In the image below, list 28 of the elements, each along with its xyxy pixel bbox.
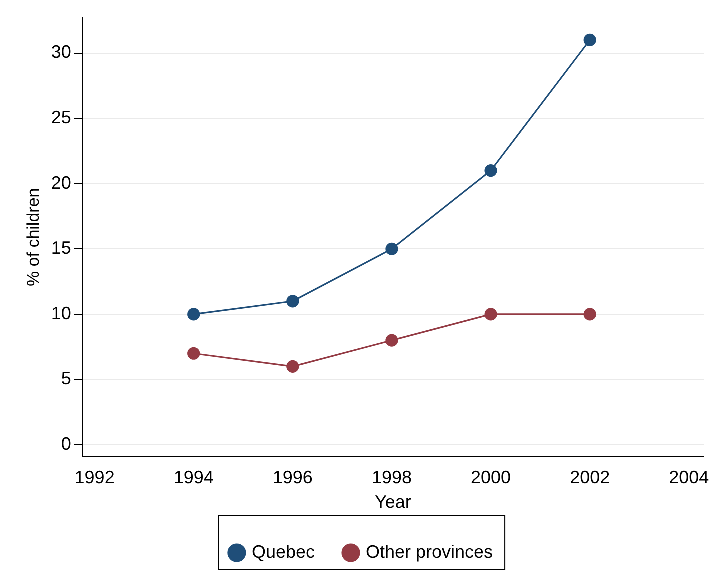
x-tick-label: 1992	[74, 468, 115, 488]
y-tick-label: 10	[51, 303, 72, 324]
point	[286, 295, 300, 308]
point	[484, 308, 498, 321]
legend-label: Quebec	[252, 542, 315, 562]
y-axis-title: % of children	[24, 188, 43, 287]
x-tick-label: 1996	[272, 468, 313, 488]
y-tick-label: 5	[61, 368, 72, 389]
y-tick-label: 15	[51, 238, 72, 258]
point	[386, 334, 398, 347]
x-tick-label: 2002	[570, 468, 610, 488]
y-tick-label: 20	[51, 172, 72, 193]
x-axis-title: Year	[375, 492, 412, 512]
point	[286, 360, 300, 373]
legend-label: Other provinces	[366, 542, 494, 562]
y-tick-label: 0	[61, 434, 72, 454]
point	[584, 308, 596, 321]
point	[484, 164, 498, 178]
x-tick-label: 2000	[471, 468, 512, 488]
point	[584, 34, 596, 46]
y-tick-label: 25	[51, 108, 72, 128]
x-tick-label: 1994	[174, 468, 214, 488]
y-tick-label: 30	[51, 42, 72, 62]
point	[188, 308, 200, 321]
point	[188, 347, 200, 360]
x-tick-label: 2004	[669, 468, 710, 488]
x-tick-label: 1998	[372, 468, 412, 488]
point	[386, 242, 398, 256]
